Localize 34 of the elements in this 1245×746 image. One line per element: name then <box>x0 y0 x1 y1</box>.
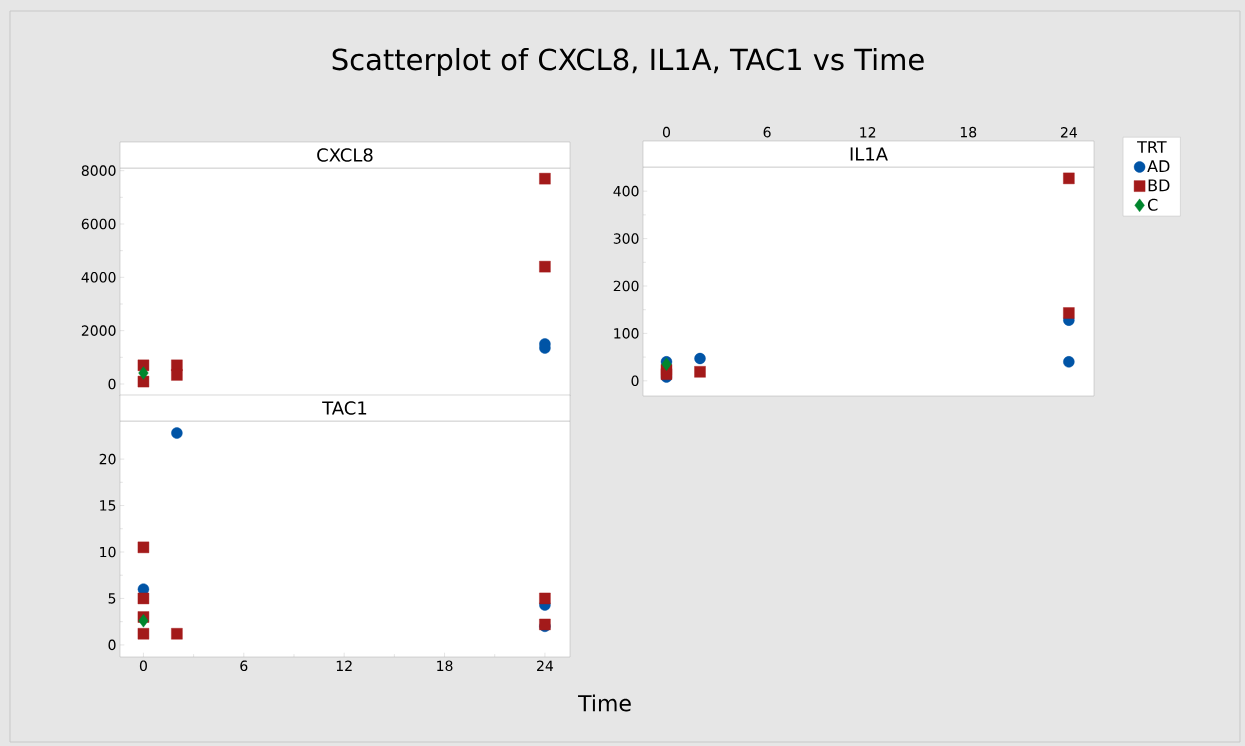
y-tick-label: 20 <box>99 453 116 465</box>
y-tick-label: 15 <box>100 500 116 511</box>
chart-title: TAC1 <box>322 401 367 415</box>
legend-title: TRT <box>1137 141 1167 153</box>
legend-label: AD <box>1147 160 1170 173</box>
chart-title: CXCL8 <box>317 148 373 162</box>
y-tick-label: 0 <box>108 378 116 390</box>
x-tick-label: 12 <box>336 660 352 671</box>
chart-title: IL1A <box>850 147 888 161</box>
x-tick-label: 24 <box>537 660 554 671</box>
x-tick-label: 12 <box>860 127 876 138</box>
text: Scatterplot of CXCL8, IL1A, TAC1 vs Time <box>332 47 924 77</box>
y-tick-label: 0 <box>631 375 639 387</box>
y-tick-label: 6000 <box>81 218 116 230</box>
x-tick-label: 0 <box>139 660 147 672</box>
x-tick-label: 24 <box>1060 127 1077 138</box>
legend-label: C <box>1147 198 1158 211</box>
y-tick-label: 8000 <box>81 165 116 176</box>
x-axis-title: Time <box>578 694 631 712</box>
y-tick-label: 2000 <box>81 325 116 336</box>
y-tick-label: 300 <box>613 233 639 244</box>
x-tick-label: 18 <box>437 660 453 672</box>
y-tick-label: 100 <box>614 328 639 339</box>
y-tick-label: 400 <box>613 185 639 197</box>
legend-label: BD <box>1148 179 1170 192</box>
y-tick-label: 200 <box>613 280 639 292</box>
y-tick-label: 4000 <box>81 272 116 283</box>
x-tick-label: 0 <box>662 126 671 138</box>
x-tick-label: 18 <box>960 126 977 138</box>
y-tick-label: 5 <box>108 593 116 604</box>
x-tick-label: 6 <box>240 660 248 672</box>
y-tick-label: 10 <box>100 546 116 558</box>
y-tick-label: 0 <box>108 639 116 651</box>
x-tick-label: 6 <box>763 126 771 138</box>
